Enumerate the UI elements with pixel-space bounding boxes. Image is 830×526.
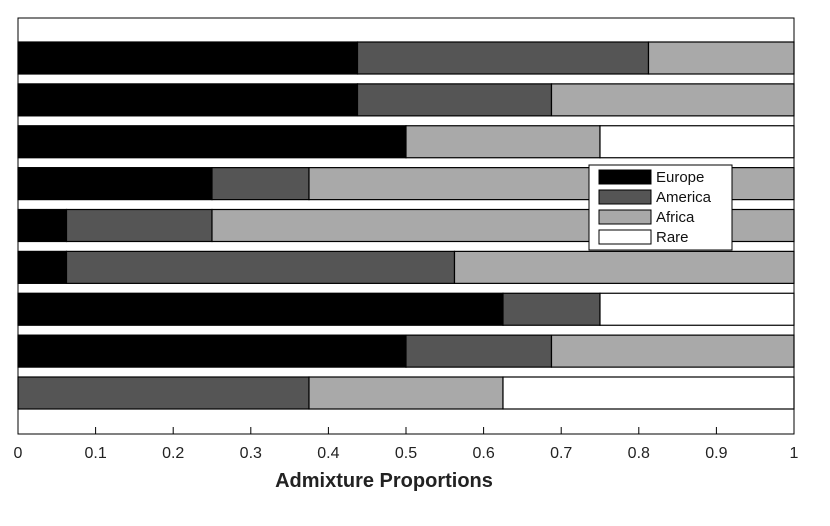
bar-segment-africa-row-1 xyxy=(647,41,795,75)
bar-segment-africa-row-3 xyxy=(405,125,601,159)
x-tick-label-10: 1 xyxy=(790,445,799,462)
bar-segment-rare-row-3 xyxy=(599,125,795,159)
bar-segment-america-row-5 xyxy=(65,208,213,243)
bar-segment-america-row-9 xyxy=(17,376,310,410)
bar-segment-america-row-4 xyxy=(211,167,310,201)
x-tick-label-6: 0.6 xyxy=(472,445,494,462)
x-axis: 0 0.1 0.2 0.3 0.4 0.5 0.6 0.7 0.8 0.9 1 xyxy=(14,427,799,462)
legend-swatch-america xyxy=(598,189,652,205)
legend-swatch-africa xyxy=(598,209,652,225)
x-tick-label-2: 0.2 xyxy=(162,445,184,462)
bar-segment-europe-row-1 xyxy=(17,41,359,75)
x-tick-label-7: 0.7 xyxy=(550,445,572,462)
bar-segment-europe-row-4 xyxy=(17,167,213,201)
bar-segment-europe-row-3 xyxy=(17,125,407,159)
x-tick-label-3: 0.3 xyxy=(240,445,262,462)
bar-segment-america-row-7 xyxy=(502,292,601,326)
legend-label-africa: Africa xyxy=(656,209,695,226)
bar-segment-europe-row-5 xyxy=(17,208,68,243)
x-tick-label-5: 0.5 xyxy=(395,445,417,462)
x-tick-label-9: 0.9 xyxy=(705,445,727,462)
legend-swatch-europe xyxy=(598,169,652,185)
legend-label-rare: Rare xyxy=(656,229,689,246)
bar-segment-europe-row-8 xyxy=(17,334,407,368)
bar-segment-america-row-2 xyxy=(356,83,553,117)
legend-label-europe: Europe xyxy=(656,169,704,186)
bar-segment-africa-row-2 xyxy=(550,83,795,117)
bar-segment-africa-row-9 xyxy=(308,376,504,410)
x-tick-label-4: 0.4 xyxy=(317,445,339,462)
bar-segment-europe-row-2 xyxy=(17,83,359,117)
bar-segment-america-row-1 xyxy=(356,41,650,75)
bar-segment-africa-row-6 xyxy=(453,250,795,284)
x-tick-label-1: 0.1 xyxy=(84,445,106,462)
bars-layer xyxy=(17,41,795,410)
x-tick-label-8: 0.8 xyxy=(628,445,650,462)
x-tick-label-0: 0 xyxy=(14,445,23,462)
bar-segment-europe-row-6 xyxy=(17,250,68,284)
bar-segment-africa-row-8 xyxy=(550,334,795,368)
bar-segment-america-row-6 xyxy=(65,250,456,284)
x-axis-title: Admixture Proportions xyxy=(275,470,493,492)
bar-segment-america-row-8 xyxy=(405,334,553,368)
legend: Europe America Africa Rare xyxy=(588,164,733,251)
bar-segment-rare-row-7 xyxy=(599,292,795,326)
legend-swatch-rare xyxy=(598,229,652,245)
bar-segment-rare-row-9 xyxy=(502,376,795,410)
bar-segment-europe-row-7 xyxy=(17,292,504,326)
legend-label-america: America xyxy=(656,189,712,206)
